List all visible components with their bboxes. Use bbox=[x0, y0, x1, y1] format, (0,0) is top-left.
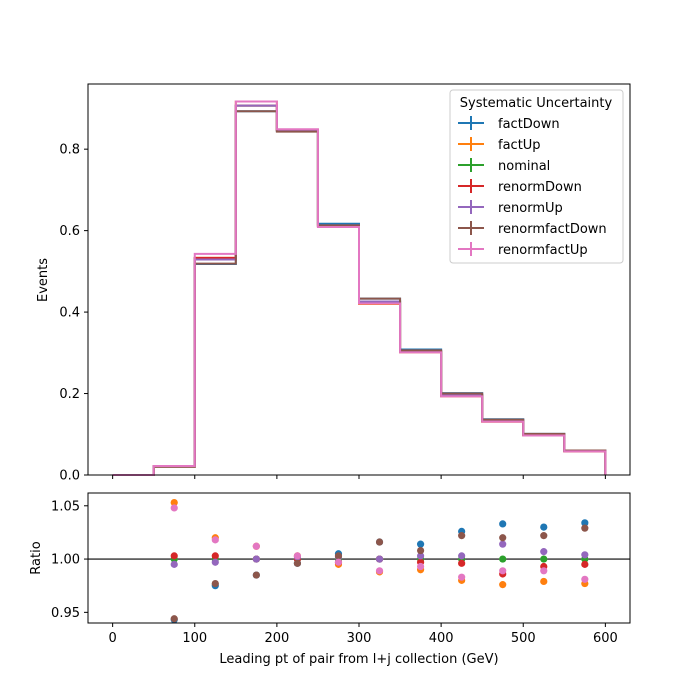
top-ytick-label: 0.2 bbox=[59, 387, 80, 402]
ratio-point-renormDown bbox=[211, 552, 219, 560]
ratio-point-renormDown bbox=[581, 560, 589, 568]
legend-label-renormfactDown: renormfactDown bbox=[498, 222, 607, 237]
ratio-point-renormfactDown bbox=[293, 559, 302, 567]
ratio-point-renormfactDown bbox=[416, 546, 425, 555]
top-ytick-label: 0.0 bbox=[59, 469, 80, 484]
ratio-point-renormfactUp bbox=[375, 567, 384, 575]
ratio-point-renormUp bbox=[375, 555, 384, 563]
legend: Systematic Uncertainty factDown factUp nom… bbox=[449, 89, 624, 264]
ratio-point-renormfactUp bbox=[458, 573, 466, 581]
legend-title: Systematic Uncertainty bbox=[460, 96, 613, 111]
legend-entry-renormfactUp: renormfactUp bbox=[458, 242, 588, 258]
ratio-point-renormfactUp bbox=[499, 567, 507, 575]
ratio-point-renormfactUp bbox=[293, 552, 302, 560]
legend-entry-factDown: factDown bbox=[458, 116, 560, 132]
ratio-point-factUp bbox=[170, 498, 178, 507]
ratio-point-renormfactUp bbox=[252, 542, 260, 550]
ratio-xtick-label: 100 bbox=[182, 631, 207, 646]
ratio-point-nominal bbox=[499, 555, 507, 563]
ratio-xtick-label: 400 bbox=[429, 631, 454, 646]
legend-label-renormfactUp: renormfactUp bbox=[498, 243, 588, 258]
top-ytick-label: 0.4 bbox=[59, 306, 80, 321]
ratio-point-renormfactUp bbox=[211, 536, 219, 544]
ratio-point-renormfactDown bbox=[211, 579, 219, 588]
ratio-xtick-group: 0 100 200 300 400 500 600 bbox=[108, 623, 618, 646]
top-series-group bbox=[112, 100, 607, 476]
ratio-point-renormfactUp bbox=[581, 575, 589, 583]
ratio-xtick-label: 500 bbox=[511, 631, 536, 646]
top-xtick-group bbox=[112, 475, 606, 479]
ratio-point-renormfactUp bbox=[416, 562, 425, 571]
ratio-xtick-label: 200 bbox=[264, 631, 289, 646]
ratio-point-renormUp bbox=[170, 560, 178, 568]
ratio-point-renormfactUp bbox=[170, 504, 178, 512]
ratio-point-renormfactDown bbox=[540, 532, 548, 540]
ratio-point-renormfactDown bbox=[458, 532, 466, 540]
ratio-point-renormfactDown bbox=[375, 538, 384, 546]
ratio-point-renormDown bbox=[458, 559, 466, 567]
legend-box bbox=[449, 89, 624, 264]
ratio-point-factUp bbox=[540, 577, 548, 586]
ratio-xtick-label: 600 bbox=[593, 631, 618, 646]
ratio-y-axis-label: Ratio bbox=[29, 541, 44, 574]
ratio-point-renormfactDown bbox=[170, 615, 178, 623]
top-histogram-panel: 0.0 0.2 0.4 0.6 0.8 Events Systematic Uncert… bbox=[36, 83, 631, 484]
legend-label-nominal: nominal bbox=[498, 159, 550, 174]
ratio-xtick-label: 0 bbox=[108, 631, 116, 646]
histogram-series-renormfactUp bbox=[112, 100, 607, 476]
legend-entry-factUp: factUp bbox=[458, 137, 541, 153]
ratio-point-renormUp bbox=[458, 552, 466, 560]
ratio-ytick-label: 1.00 bbox=[51, 553, 80, 568]
ratio-point-renormfactUp bbox=[334, 558, 343, 566]
ratio-point-factDown bbox=[540, 523, 548, 531]
top-ytick-label: 0.8 bbox=[59, 143, 80, 158]
top-ytick-group: 0.0 0.2 0.4 0.6 0.8 bbox=[59, 143, 88, 484]
legend-entry-nominal: nominal bbox=[458, 158, 550, 174]
legend-label-renormDown: renormDown bbox=[498, 180, 582, 195]
ratio-point-factDown bbox=[581, 519, 589, 527]
legend-entry-renormfactDown: renormfactDown bbox=[458, 221, 607, 237]
ratio-ytick-label: 1.05 bbox=[51, 499, 80, 514]
legend-entry-renormDown: renormDown bbox=[458, 179, 582, 195]
legend-label-factDown: factDown bbox=[498, 117, 560, 132]
ratio-point-renormUp bbox=[499, 540, 507, 548]
ratio-point-renormUp bbox=[211, 558, 219, 566]
ratio-point-factDown bbox=[499, 520, 507, 528]
ratio-panel: 0 100 200 300 400 500 600 0.95 1.00 1.05 Ratio L… bbox=[29, 492, 631, 667]
top-y-axis-label: Events bbox=[36, 258, 51, 302]
ratio-point-renormfactDown bbox=[334, 552, 343, 560]
ratio-point-renormUp bbox=[581, 551, 589, 559]
ratio-point-renormDown bbox=[170, 552, 178, 560]
ratio-point-factUp bbox=[499, 581, 507, 589]
ratio-point-renormUp bbox=[540, 548, 548, 556]
ratio-point-factDown bbox=[416, 540, 425, 548]
ratio-point-renormUp bbox=[416, 552, 425, 560]
ratio-points-group bbox=[170, 498, 589, 624]
legend-entry-renormUp: renormUp bbox=[458, 200, 563, 216]
ratio-point-nominal bbox=[540, 555, 548, 563]
legend-label-renormUp: renormUp bbox=[498, 201, 563, 216]
ratio-point-renormfactDown bbox=[252, 571, 260, 579]
ratio-xtick-label: 300 bbox=[347, 631, 372, 646]
ratio-point-renormfactUp bbox=[540, 567, 548, 575]
ratio-point-renormfactDown bbox=[581, 524, 589, 532]
ratio-x-axis-label: Leading pt of pair from l+j collection (… bbox=[219, 652, 498, 667]
ratio-ytick-label: 0.95 bbox=[51, 606, 80, 621]
legend-entries: factDown factUp nominal renormDown renormUp r… bbox=[458, 116, 607, 258]
ratio-point-renormfactDown bbox=[499, 534, 507, 542]
ratio-point-renormUp bbox=[252, 555, 260, 563]
top-ytick-label: 0.6 bbox=[59, 224, 80, 239]
legend-label-factUp: factUp bbox=[498, 138, 541, 153]
ratio-ytick-group: 0.95 1.00 1.05 bbox=[51, 499, 88, 621]
